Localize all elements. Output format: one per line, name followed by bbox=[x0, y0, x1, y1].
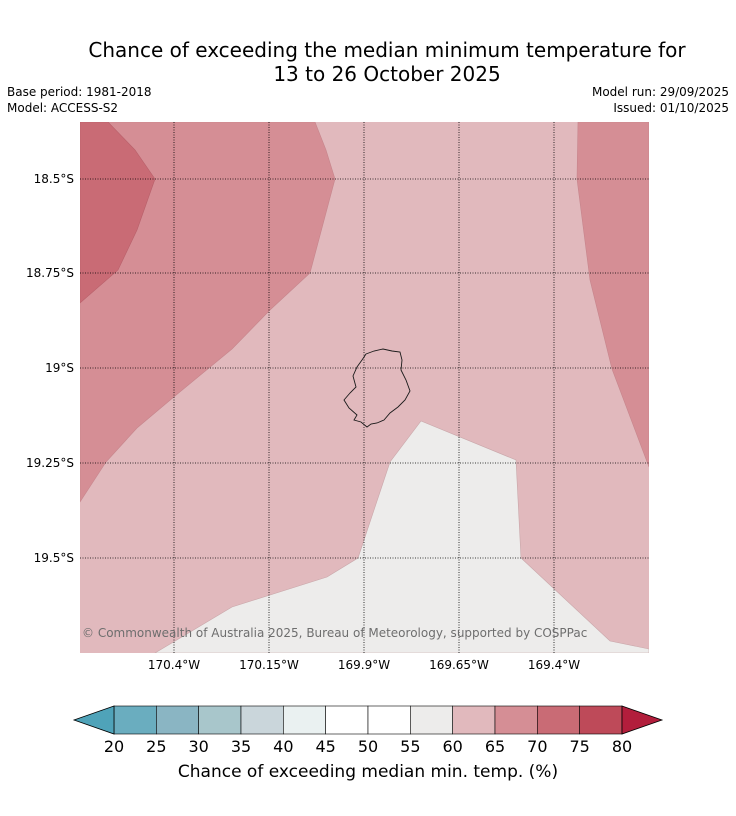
colorbar-tick-label: 70 bbox=[527, 737, 548, 756]
meta-right: Model run: 29/09/2025 Issued: 01/10/2025 bbox=[592, 84, 729, 116]
colorbar-segment bbox=[325, 705, 369, 735]
colorbar-tick-label: 45 bbox=[315, 737, 336, 756]
lat-label: 18.75°S bbox=[26, 266, 74, 280]
colorbar-tick-label: 35 bbox=[230, 737, 252, 756]
colorbar-segment bbox=[452, 705, 496, 735]
lon-label: 170.4°W bbox=[147, 658, 201, 672]
region-50-55 bbox=[154, 420, 649, 653]
model-run: Model run: 29/09/2025 bbox=[591, 85, 729, 99]
base-period: Base period: 1981-2018 bbox=[7, 85, 152, 99]
colorbar-tick-label: 55 bbox=[400, 737, 421, 756]
copyright-notice: © Commonwealth of Australia 2025, Bureau… bbox=[82, 626, 588, 640]
colorbar-tick-label: 80 bbox=[611, 737, 633, 756]
title-line-2: 13 to 26 October 2025 bbox=[273, 62, 501, 86]
region-65-70-east bbox=[576, 122, 649, 468]
model-name: Model: ACCESS-S2 bbox=[7, 101, 119, 115]
issued-date: Issued: 01/10/2025 bbox=[613, 101, 729, 115]
colorbar-segment bbox=[367, 705, 411, 735]
colorbar-segment bbox=[113, 705, 157, 735]
lat-label: 19.25°S bbox=[26, 456, 74, 470]
colorbar-over-arrow bbox=[621, 705, 664, 735]
colorbar-tick-label: 30 bbox=[188, 737, 209, 756]
colorbar-tick-label: 20 bbox=[103, 737, 125, 756]
colorbar-tick-label: 50 bbox=[357, 737, 379, 756]
lon-label: 169.4°W bbox=[527, 658, 581, 672]
colorbar-segment bbox=[198, 705, 242, 735]
region-65-70-west bbox=[80, 122, 336, 503]
graticule bbox=[80, 122, 649, 653]
lat-label: 18.5°S bbox=[33, 172, 74, 186]
lon-label: 169.9°W bbox=[337, 658, 391, 672]
lat-label: 19.5°S bbox=[33, 551, 74, 565]
colorbar-segment bbox=[410, 705, 453, 735]
colorbar-tick-label: 65 bbox=[484, 737, 506, 756]
region-70-75 bbox=[80, 122, 156, 304]
colorbar-tick-label: 25 bbox=[146, 737, 167, 756]
colorbar-segment bbox=[537, 705, 580, 735]
title-line-1: Chance of exceeding the median minimum t… bbox=[88, 38, 686, 62]
lon-label: 170.15°W bbox=[239, 658, 299, 672]
colorbar-segment bbox=[494, 705, 538, 735]
niue-island-outline bbox=[343, 348, 411, 428]
colorbar-tick-label: 75 bbox=[569, 737, 590, 756]
colorbar-segment bbox=[283, 705, 326, 735]
colorbar-label: Chance of exceeding median min. temp. (%… bbox=[177, 762, 559, 782]
colorbar-segment bbox=[240, 705, 284, 735]
lon-label: 169.65°W bbox=[429, 658, 489, 672]
colorbar-tick-label: 60 bbox=[442, 737, 463, 756]
lat-label: 19°S bbox=[45, 361, 74, 375]
meta-left: Base period: 1981-2018 Model: ACCESS-S2 bbox=[7, 84, 152, 116]
colorbar-segment bbox=[156, 705, 199, 735]
colorbar-segment bbox=[579, 705, 623, 735]
colorbar-under-arrow bbox=[72, 705, 115, 735]
colorbar-tick-label: 40 bbox=[273, 737, 294, 756]
map-title: Chance of exceeding the median minimum t… bbox=[0, 38, 736, 86]
